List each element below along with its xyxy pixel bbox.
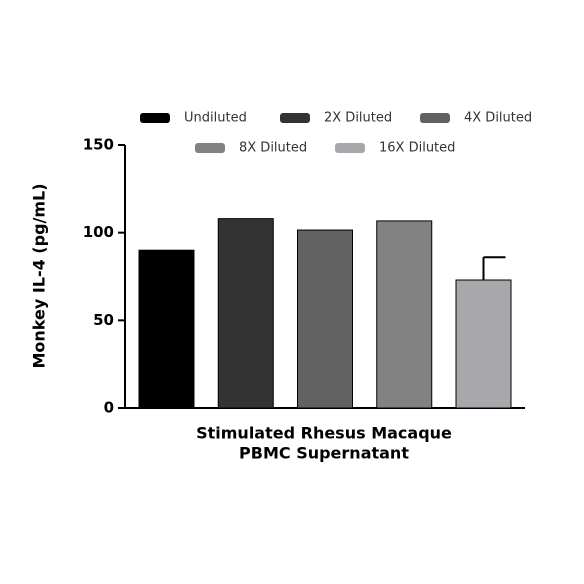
bar	[217, 218, 274, 409]
y-tick-label: 100	[83, 223, 114, 241]
legend-label: 16X Diluted	[379, 141, 455, 156]
legend-swatch	[335, 143, 365, 153]
y-tick-label: 0	[104, 399, 114, 417]
y-tick-label: 150	[83, 136, 114, 154]
legend-swatch	[195, 143, 225, 153]
legend-swatch	[280, 113, 310, 123]
bar	[376, 220, 433, 409]
bar	[297, 229, 353, 409]
legend-label: 2X Diluted	[324, 111, 392, 126]
legend-label: 4X Diluted	[464, 111, 532, 126]
bar	[455, 279, 512, 409]
x-axis-label: PBMC Supernatant	[239, 444, 409, 463]
legend-label: Undiluted	[184, 111, 247, 126]
y-tick-label: 50	[93, 311, 114, 329]
bar	[138, 249, 195, 409]
legend-swatch	[420, 113, 450, 123]
x-axis-label: Stimulated Rhesus Macaque	[196, 424, 452, 443]
y-axis-label: Monkey IL-4 (pg/mL)	[30, 183, 49, 368]
legend-label: 8X Diluted	[239, 141, 307, 156]
legend-swatch	[140, 113, 170, 123]
